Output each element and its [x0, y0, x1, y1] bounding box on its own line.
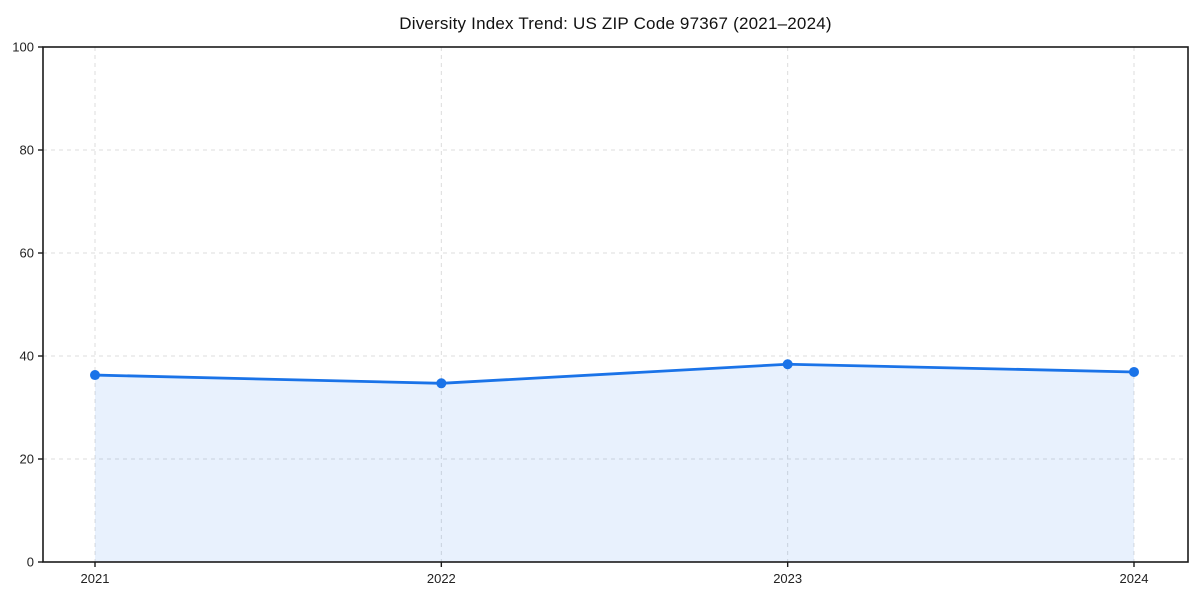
data-line	[93, 362, 1136, 385]
y-axis-tick-label: 80	[20, 143, 34, 158]
area-fill	[95, 364, 1134, 562]
y-axis-tick-label: 0	[27, 555, 34, 570]
axis-tick-marks-layer	[38, 46, 1135, 567]
x-axis-tick-label: 2023	[773, 571, 802, 586]
data-point-marker	[782, 359, 793, 370]
data-point-markers-layer	[90, 359, 1139, 389]
chart-title: Diversity Index Trend: US ZIP Code 97367…	[399, 14, 832, 33]
x-axis-tick-label: 2022	[427, 571, 456, 586]
y-axis-tick-label: 20	[20, 452, 34, 467]
data-point-marker	[90, 370, 100, 381]
y-axis-tick-label: 100	[12, 40, 34, 55]
axis-tick-labels-layer: 0 20 40 60 80 100 2021 2022 2023 2024	[12, 40, 1148, 587]
data-point-marker	[1129, 366, 1139, 377]
y-axis-tick-label: 60	[20, 246, 34, 261]
x-axis-tick-label: 2021	[81, 571, 110, 586]
data-point-marker	[436, 378, 447, 389]
area-fill-layer	[95, 364, 1134, 562]
y-axis-tick-label: 40	[20, 349, 34, 364]
data-line-layer	[93, 362, 1136, 385]
plot-border	[42, 46, 1189, 563]
x-axis-tick-label: 2024	[1120, 571, 1149, 586]
grid-layer	[43, 47, 1188, 562]
